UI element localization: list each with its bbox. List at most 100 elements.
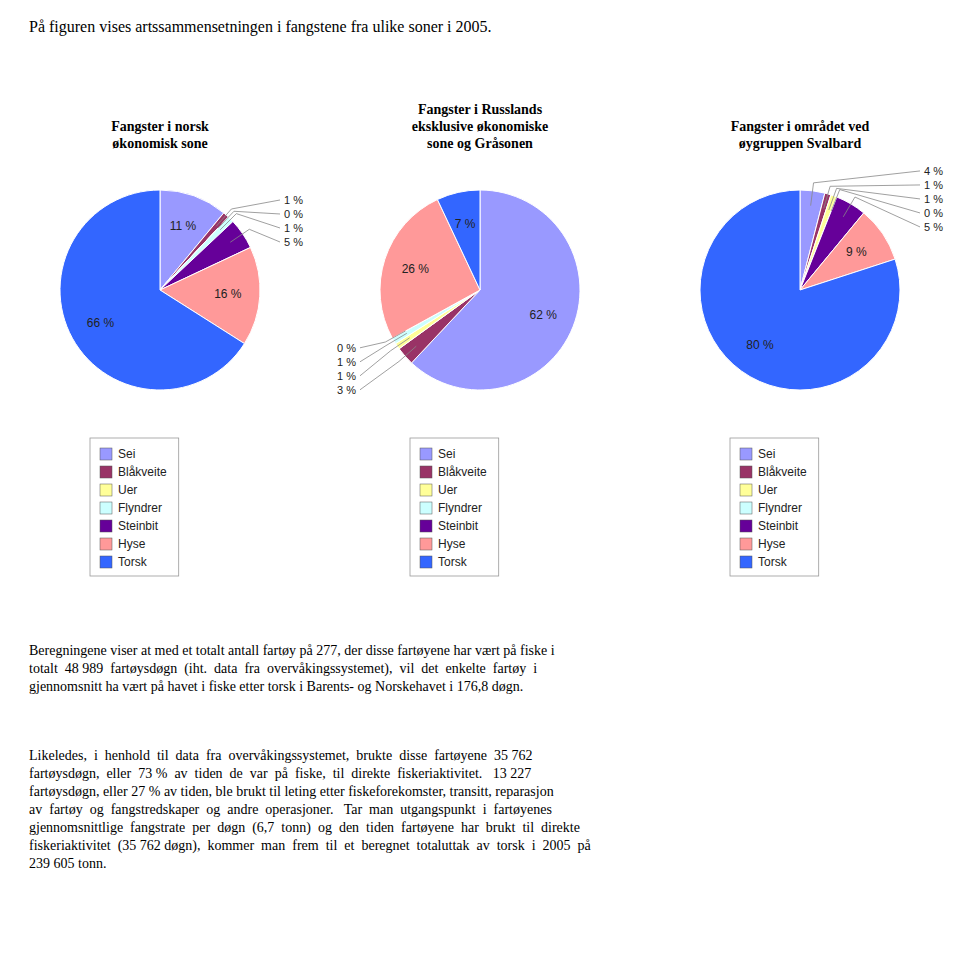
legend-label: Sei xyxy=(438,447,455,461)
legend-item: Steinbit xyxy=(740,519,799,533)
data-label: 5 % xyxy=(924,221,943,233)
legend-swatch xyxy=(740,466,752,478)
legend-item: Hyse xyxy=(420,537,466,551)
data-labels: 9 %80 %4 %1 %1 %0 %5 % xyxy=(746,165,943,352)
legend-label: Sei xyxy=(758,447,775,461)
legend-label: Flyndrer xyxy=(118,501,162,515)
legend-item: Hyse xyxy=(100,537,146,551)
legend-swatch xyxy=(740,520,752,532)
legend-swatch xyxy=(420,520,432,532)
legend-swatch xyxy=(100,520,112,532)
legend-item: Uer xyxy=(100,483,137,497)
legend-swatch xyxy=(100,448,112,460)
legend-label: Uer xyxy=(758,483,777,497)
leader-line xyxy=(829,188,920,210)
data-label: 4 % xyxy=(924,165,943,177)
chart-title: Fangster i Russlandseksklusive økonomisk… xyxy=(412,102,549,151)
data-labels: 11 %16 %66 %1 %0 %1 %5 % xyxy=(87,194,303,330)
legend-frame xyxy=(410,438,499,576)
data-labels: 62 %26 %7 %3 %1 %1 %0 % xyxy=(337,217,557,396)
chart-title: Fangster i området vedøygruppen Svalbard xyxy=(731,119,870,151)
data-label: 16 % xyxy=(214,287,242,301)
legend-swatch xyxy=(740,448,752,460)
legend: Sei Blåkveite Uer Flyndrer Steinbit Hyse Torsk xyxy=(90,438,179,576)
legend-label: Hyse xyxy=(438,537,466,551)
legend-swatch xyxy=(420,448,432,460)
legend-item: Flyndrer xyxy=(740,501,802,515)
data-label: 1 % xyxy=(924,179,943,191)
legend-swatch xyxy=(420,466,432,478)
legend-frame xyxy=(90,438,179,576)
legend-swatch xyxy=(740,502,752,514)
legend-item: Torsk xyxy=(420,555,468,569)
figure: På figuren vises artssammensetningen i f… xyxy=(0,0,960,964)
legend-label: Sei xyxy=(118,447,135,461)
data-label: 0 % xyxy=(924,207,943,219)
data-label: 80 % xyxy=(746,338,774,352)
pie-slice xyxy=(700,190,900,390)
legend-item: Steinbit xyxy=(100,519,159,533)
legend-item: Hyse xyxy=(740,537,786,551)
legend-label: Torsk xyxy=(758,555,788,569)
slices xyxy=(380,190,580,390)
legend-label: Steinbit xyxy=(118,519,159,533)
pie-chart: Fangster i Russlandseksklusive økonomisk… xyxy=(337,102,580,576)
legend-item: Flyndrer xyxy=(100,501,162,515)
legend-item: Blåkveite xyxy=(740,465,807,479)
data-label: 66 % xyxy=(87,316,115,330)
slices xyxy=(700,190,900,390)
legend-swatch xyxy=(420,502,432,514)
legend-item: Steinbit xyxy=(420,519,479,533)
data-label: 1 % xyxy=(924,193,943,205)
legend-item: Sei xyxy=(420,447,455,461)
legend-item: Torsk xyxy=(100,555,148,569)
data-label: 1 % xyxy=(284,222,303,234)
legend-swatch xyxy=(100,556,112,568)
legend: Sei Blåkveite Uer Flyndrer Steinbit Hyse Torsk xyxy=(730,438,819,576)
paragraph: Likeledes, i henhold til data fra overvå… xyxy=(29,748,592,871)
legend-label: Uer xyxy=(118,483,137,497)
leader-line xyxy=(230,229,280,242)
data-label: 0 % xyxy=(284,208,303,220)
leader-line xyxy=(360,331,406,348)
legend-item: Uer xyxy=(420,483,457,497)
legend-label: Steinbit xyxy=(758,519,799,533)
legend-swatch xyxy=(100,484,112,496)
legend-swatch xyxy=(420,538,432,550)
leader-line xyxy=(360,333,407,362)
pie-slice xyxy=(437,190,480,290)
data-label: 11 % xyxy=(170,219,197,233)
legend-label: Hyse xyxy=(758,537,786,551)
leader-line xyxy=(831,190,920,213)
legend-frame xyxy=(730,438,819,576)
data-label: 7 % xyxy=(455,217,476,231)
legend-label: Blåkveite xyxy=(438,465,487,479)
legend-label: Uer xyxy=(438,483,457,497)
data-label: 1 % xyxy=(337,370,356,382)
legend-item: Blåkveite xyxy=(100,465,167,479)
legend-item: Sei xyxy=(740,447,775,461)
leader-line xyxy=(218,211,280,228)
legend-label: Steinbit xyxy=(438,519,479,533)
legend-label: Flyndrer xyxy=(758,501,802,515)
leader-line xyxy=(811,171,920,206)
legend-swatch xyxy=(100,466,112,478)
leader-line xyxy=(843,197,920,227)
legend-label: Hyse xyxy=(118,537,146,551)
legend-swatch xyxy=(420,484,432,496)
data-label: 62 % xyxy=(530,308,558,322)
pie-slice xyxy=(60,190,244,390)
legend-swatch xyxy=(740,556,752,568)
legend-swatch xyxy=(740,484,752,496)
data-label: 26 % xyxy=(402,262,430,276)
legend-item: Torsk xyxy=(740,555,788,569)
legend-label: Torsk xyxy=(118,555,148,569)
legend: SeiBlåkveiteUerFlyndrerSteinbitHyseTorsk xyxy=(410,438,499,576)
legend-swatch xyxy=(740,538,752,550)
legend-item: Uer xyxy=(740,483,777,497)
legend-swatch xyxy=(100,502,112,514)
pie-chart: Fangster i norskøkonomisk sone11 %16 %66… xyxy=(60,119,303,576)
legend-item: Blåkveite xyxy=(420,465,487,479)
data-label: 3 % xyxy=(337,384,356,396)
paragraph: Beregningene viser at med et totalt anta… xyxy=(29,643,555,694)
